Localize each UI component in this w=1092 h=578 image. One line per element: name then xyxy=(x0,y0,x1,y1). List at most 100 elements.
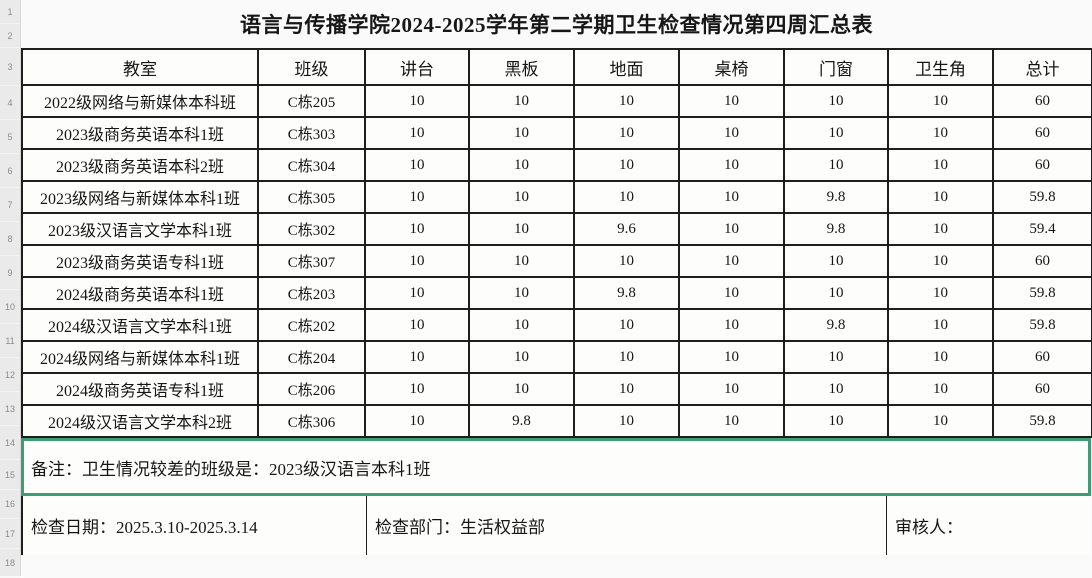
column-header[interactable]: 门窗 xyxy=(783,48,889,86)
cell-floor-score[interactable]: 10 xyxy=(573,116,680,150)
cell-class-room[interactable]: C栋206 xyxy=(257,372,366,406)
cell-hygiene-corner-score[interactable]: 10 xyxy=(887,308,994,342)
cell-blackboard-score[interactable]: 10 xyxy=(468,340,575,374)
cell-floor-score[interactable]: 10 xyxy=(573,308,680,342)
cell-doors-windows-score[interactable]: 9.8 xyxy=(783,180,889,214)
row-number[interactable]: 13 xyxy=(0,392,20,426)
cell-podium-score[interactable]: 10 xyxy=(364,148,470,182)
cell-total-score[interactable]: 59.8 xyxy=(992,308,1092,342)
cell-podium-score[interactable]: 10 xyxy=(364,372,470,406)
remark-cell[interactable]: 备注：卫生情况较差的班级是：2023级汉语言本科1班 xyxy=(21,438,1091,496)
row-number[interactable]: 6 xyxy=(0,154,20,188)
cell-classroom[interactable]: 2024级商务英语专科1班 xyxy=(21,372,259,406)
cell-blackboard-score[interactable]: 10 xyxy=(468,244,575,278)
row-number[interactable]: 12 xyxy=(0,358,20,392)
cell-blackboard-score[interactable]: 10 xyxy=(468,372,575,406)
cell-hygiene-corner-score[interactable]: 10 xyxy=(887,116,994,150)
cell-doors-windows-score[interactable]: 10 xyxy=(783,276,889,310)
row-number[interactable]: 18 xyxy=(0,549,20,578)
cell-total-score[interactable]: 60 xyxy=(992,340,1092,374)
cell-floor-score[interactable]: 10 xyxy=(573,404,680,438)
row-number[interactable]: 4 xyxy=(0,86,20,120)
cell-podium-score[interactable]: 10 xyxy=(364,276,470,310)
row-number[interactable]: 8 xyxy=(0,222,20,256)
cell-class-room[interactable]: C栋203 xyxy=(257,276,366,310)
cell-total-score[interactable]: 60 xyxy=(992,116,1092,150)
cell-class-room[interactable]: C栋204 xyxy=(257,340,366,374)
row-number[interactable]: 2 xyxy=(0,24,20,48)
cell-desks-score[interactable]: 10 xyxy=(678,148,785,182)
column-header[interactable]: 黑板 xyxy=(468,48,575,86)
cell-floor-score[interactable]: 10 xyxy=(573,244,680,278)
cell-desks-score[interactable]: 10 xyxy=(678,180,785,214)
cell-blackboard-score[interactable]: 10 xyxy=(468,276,575,310)
cell-desks-score[interactable]: 10 xyxy=(678,212,785,246)
cell-podium-score[interactable]: 10 xyxy=(364,180,470,214)
cell-total-score[interactable]: 60 xyxy=(992,244,1092,278)
cell-class-room[interactable]: C栋303 xyxy=(257,116,366,150)
column-header[interactable]: 桌椅 xyxy=(678,48,785,86)
cell-class-room[interactable]: C栋302 xyxy=(257,212,366,246)
row-number[interactable]: 10 xyxy=(0,290,20,324)
cell-hygiene-corner-score[interactable]: 10 xyxy=(887,84,994,118)
cell-classroom[interactable]: 2024级网络与新媒体本科1班 xyxy=(21,340,259,374)
cell-desks-score[interactable]: 10 xyxy=(678,84,785,118)
cell-blackboard-score[interactable]: 9.8 xyxy=(468,404,575,438)
reviewer-cell[interactable]: 审核人： xyxy=(895,518,963,537)
cell-hygiene-corner-score[interactable]: 10 xyxy=(887,180,994,214)
cell-blackboard-score[interactable]: 10 xyxy=(468,308,575,342)
cell-doors-windows-score[interactable]: 10 xyxy=(783,148,889,182)
cell-floor-score[interactable]: 10 xyxy=(573,340,680,374)
cell-total-score[interactable]: 59.8 xyxy=(992,404,1092,438)
cell-podium-score[interactable]: 10 xyxy=(364,308,470,342)
column-header[interactable]: 总计 xyxy=(992,48,1092,86)
row-number[interactable]: 7 xyxy=(0,188,20,222)
row-number[interactable]: 15 xyxy=(0,460,20,490)
cell-total-score[interactable]: 60 xyxy=(992,84,1092,118)
cell-podium-score[interactable]: 10 xyxy=(364,84,470,118)
cell-doors-windows-score[interactable]: 10 xyxy=(783,404,889,438)
cell-doors-windows-score[interactable]: 10 xyxy=(783,244,889,278)
cell-desks-score[interactable]: 10 xyxy=(678,372,785,406)
cell-class-room[interactable]: C栋307 xyxy=(257,244,366,278)
row-number[interactable]: 1 xyxy=(0,0,20,24)
cell-floor-score[interactable]: 10 xyxy=(573,372,680,406)
column-header[interactable]: 教室 xyxy=(21,48,259,86)
row-number[interactable]: 17 xyxy=(0,519,20,549)
cell-floor-score[interactable]: 9.8 xyxy=(573,276,680,310)
column-header[interactable]: 班级 xyxy=(257,48,366,86)
cell-classroom[interactable]: 2023级商务英语本科2班 xyxy=(21,148,259,182)
column-header[interactable]: 卫生角 xyxy=(887,48,994,86)
cell-podium-score[interactable]: 10 xyxy=(364,244,470,278)
cell-hygiene-corner-score[interactable]: 10 xyxy=(887,340,994,374)
cell-blackboard-score[interactable]: 10 xyxy=(468,180,575,214)
cell-doors-windows-score[interactable]: 10 xyxy=(783,340,889,374)
cell-podium-score[interactable]: 10 xyxy=(364,340,470,374)
cell-podium-score[interactable]: 10 xyxy=(364,116,470,150)
inspection-department-cell[interactable]: 检查部门：生活权益部 xyxy=(367,496,887,555)
cell-podium-score[interactable]: 10 xyxy=(364,404,470,438)
cell-desks-score[interactable]: 10 xyxy=(678,116,785,150)
row-number[interactable]: 3 xyxy=(0,48,20,86)
cell-blackboard-score[interactable]: 10 xyxy=(468,84,575,118)
inspection-date-cell[interactable]: 检查日期：2025.3.10-2025.3.14 xyxy=(21,496,367,555)
cell-floor-score[interactable]: 9.6 xyxy=(573,212,680,246)
cell-classroom[interactable]: 2023级商务英语本科1班 xyxy=(21,116,259,150)
row-number[interactable]: 11 xyxy=(0,324,20,358)
cell-blackboard-score[interactable]: 10 xyxy=(468,116,575,150)
cell-desks-score[interactable]: 10 xyxy=(678,340,785,374)
cell-doors-windows-score[interactable]: 10 xyxy=(783,372,889,406)
cell-classroom[interactable]: 2023级网络与新媒体本科1班 xyxy=(21,180,259,214)
cell-hygiene-corner-score[interactable]: 10 xyxy=(887,212,994,246)
cell-total-score[interactable]: 59.8 xyxy=(992,276,1092,310)
cell-hygiene-corner-score[interactable]: 10 xyxy=(887,276,994,310)
row-number[interactable]: 16 xyxy=(0,490,20,519)
cell-hygiene-corner-score[interactable]: 10 xyxy=(887,244,994,278)
cell-floor-score[interactable]: 10 xyxy=(573,84,680,118)
cell-desks-score[interactable]: 10 xyxy=(678,244,785,278)
cell-total-score[interactable]: 60 xyxy=(992,372,1092,406)
cell-class-room[interactable]: C栋205 xyxy=(257,84,366,118)
cell-classroom[interactable]: 2024级汉语言文学本科2班 xyxy=(21,404,259,438)
column-header[interactable]: 地面 xyxy=(573,48,680,86)
cell-classroom[interactable]: 2024级商务英语本科1班 xyxy=(21,276,259,310)
